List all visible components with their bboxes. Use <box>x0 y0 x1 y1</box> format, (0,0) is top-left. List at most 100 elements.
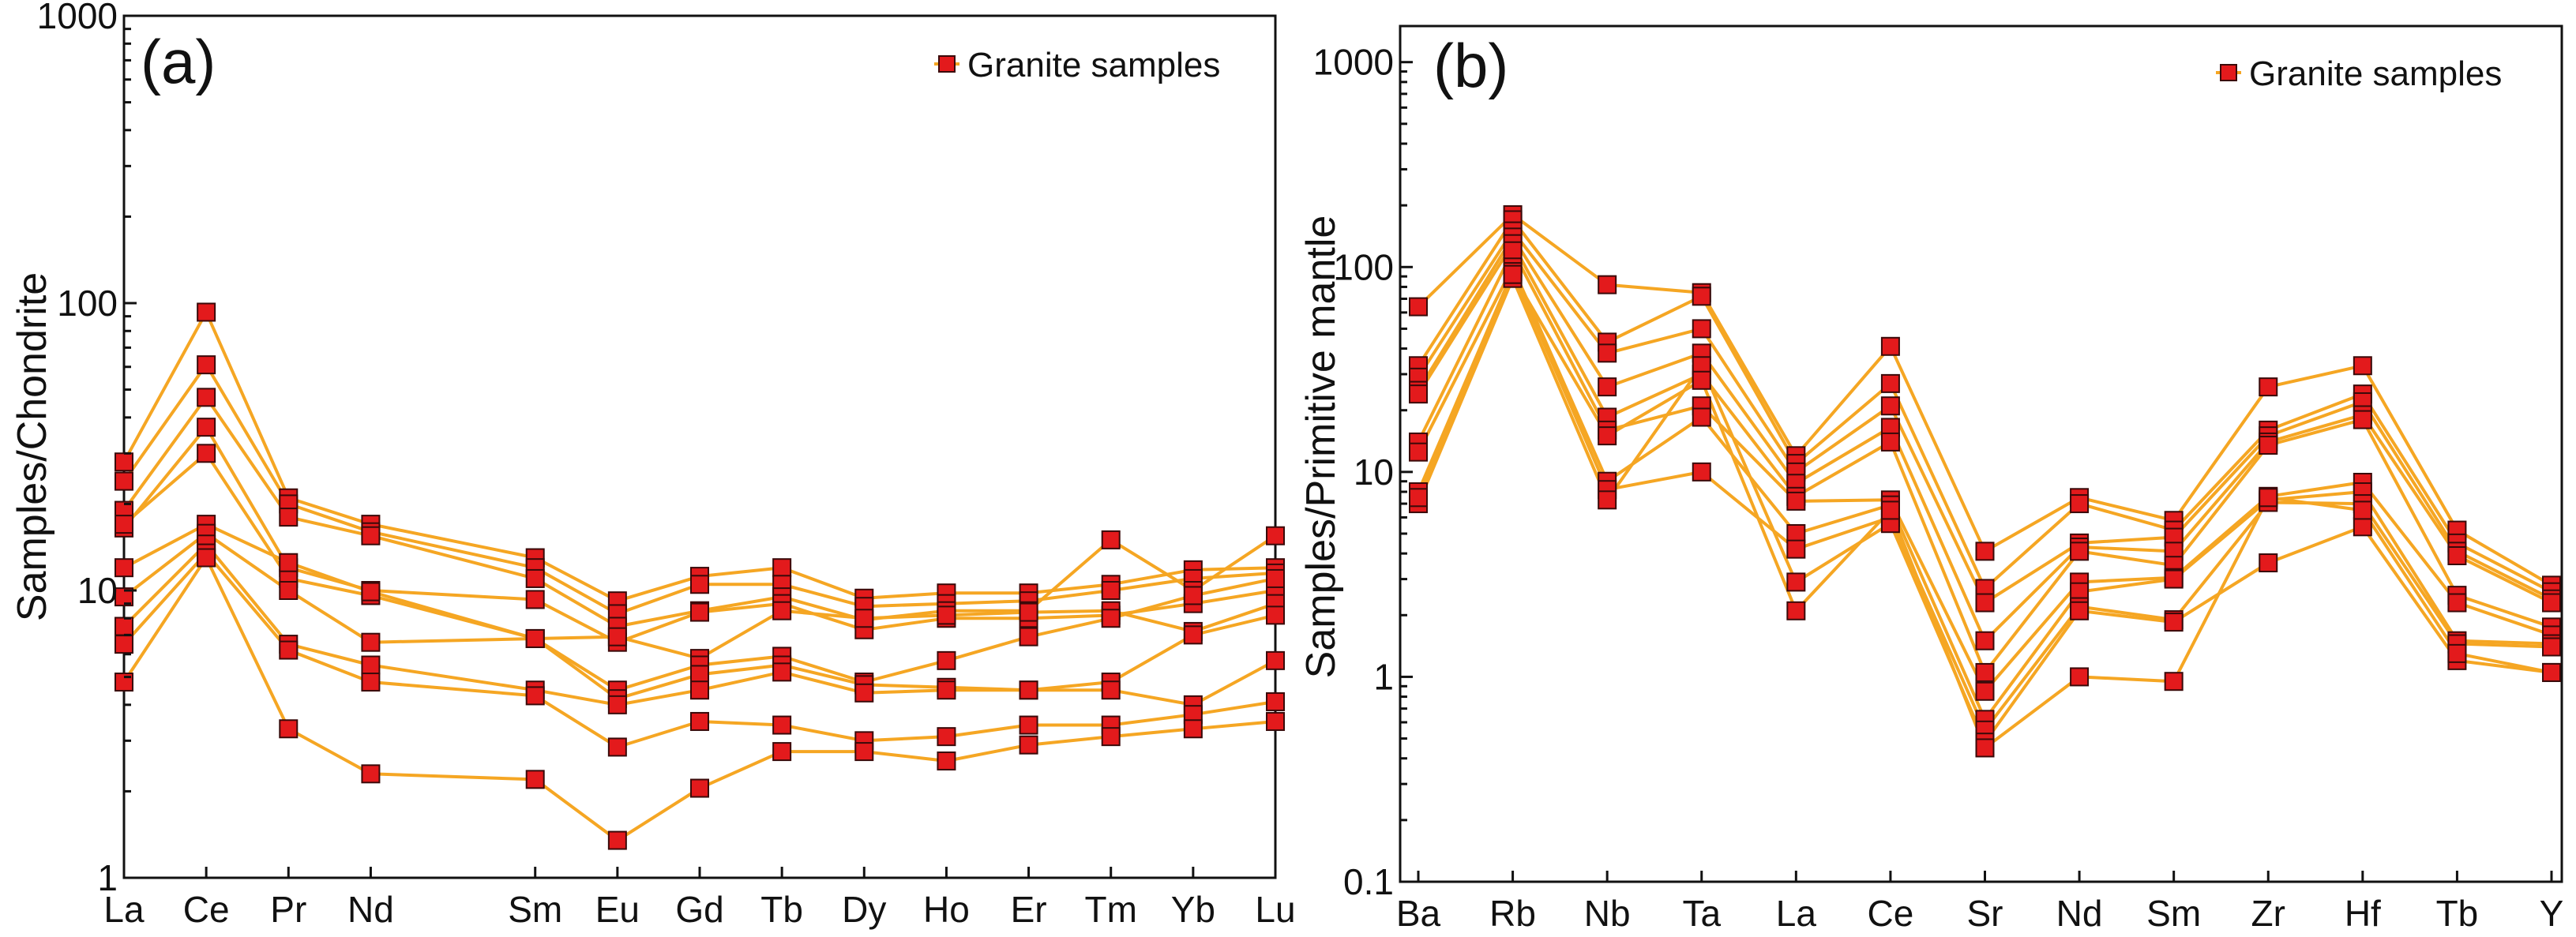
panel-a-series-line-1 <box>122 310 1276 603</box>
panel-a-data-point <box>1183 719 1203 739</box>
panel-a-series-line-4 <box>122 425 1276 644</box>
panel-b-data-point <box>1503 264 1523 284</box>
panel-b-data-point <box>1880 432 1900 452</box>
panel-b-data-point <box>1975 631 1995 650</box>
panel-a-x-tick-label-yb: Yb <box>1171 889 1215 930</box>
panel-b-series-line-8 <box>1417 270 2552 732</box>
panel-b-y-axis-label: Samples/Primitive mantle <box>1298 216 1344 679</box>
panel-b-series-line-7 <box>1417 265 2552 721</box>
panel-a-data-point <box>197 548 216 568</box>
panel-a-data-point <box>1019 735 1038 755</box>
panel-a-y-axis-label: Samples/Chondrite <box>9 272 55 621</box>
panel-a-data-point <box>690 602 709 622</box>
panel-a-data-point <box>197 355 216 375</box>
panel-a-data-point <box>279 719 299 739</box>
panel-a-data-point <box>772 601 792 620</box>
panel-b-x-tick-label-ce: Ce <box>1868 893 1914 934</box>
panel-a-data-point <box>279 640 299 660</box>
panel-a-x-tick-label-eu: Eu <box>595 889 640 930</box>
panel-a-x-tick-label-dy: Dy <box>842 889 886 930</box>
panel-a-x-tick-label-gd: Gd <box>675 889 723 930</box>
panel-b-data-point <box>2259 377 2278 397</box>
panel-b-data-point <box>2447 546 2467 566</box>
panel-b-data-point <box>2353 500 2372 520</box>
panel-a-legend-marker <box>938 55 956 73</box>
panel-b-data-point <box>2070 542 2090 561</box>
panel-b-data-point <box>1409 488 1428 508</box>
panel-a-data-point <box>361 673 381 692</box>
panel-a-data-point <box>690 680 709 700</box>
panel-a-data-point <box>854 609 874 628</box>
panel-a-data-point <box>279 508 299 527</box>
panel-a-data-point <box>1019 602 1038 622</box>
panel-a-data-point <box>197 444 216 463</box>
panel-b-y-tick-label: 1000 <box>1313 42 1394 83</box>
panel-a-y-tick-label: 10 <box>77 570 118 611</box>
panel-b-data-point <box>1598 490 1617 510</box>
panel-b-data-point <box>1786 491 1806 511</box>
panel-b-data-point <box>1975 738 1995 758</box>
panel-a-data-point <box>1101 680 1121 700</box>
panel-b-y-tick-label: 100 <box>1333 246 1394 287</box>
panel-a-x-tick-label-nd: Nd <box>347 889 394 930</box>
panel-a-data-point <box>1183 586 1203 605</box>
panel-a-data-point <box>525 568 545 588</box>
panel-a-x-tick-label-tb: Tb <box>760 889 803 930</box>
panel-a-data-point <box>1101 727 1121 747</box>
panel-b-data-point <box>1692 287 1711 306</box>
panel-a-y-tick-label: 100 <box>57 283 118 324</box>
panel-a-data-point <box>525 628 545 648</box>
panel-a-data-point <box>937 727 956 747</box>
panel-b-data-point <box>1880 500 1900 520</box>
panel-b-y-tick-label: 1 <box>1373 656 1394 697</box>
panel-b-data-point <box>1692 407 1711 427</box>
panel-a-data-point <box>1266 526 1285 545</box>
panel-b-data-point <box>1880 336 1900 356</box>
panel-b-legend: Granite samples <box>2216 54 2502 93</box>
panel-a-data-point <box>772 662 792 682</box>
panel-b-x-tick-label-rb: Rb <box>1489 893 1536 934</box>
panel-b-x-ticks: Ba Rb Nb Ta La Ce Sr Nd Sm Zr Hf Tb Y <box>1396 871 2563 934</box>
panel-a-data-point <box>1019 715 1038 735</box>
panel-b-y-ticks: 0.1 1 10 100 1000 <box>1313 42 1413 902</box>
panel-a-series-line-9 <box>122 551 1276 749</box>
panel-a-data-point <box>937 751 956 771</box>
panel-b-data-point <box>1692 462 1711 482</box>
panel-a-data-point <box>854 683 874 703</box>
panel-a-x-tick-label-pr: Pr <box>270 889 306 930</box>
panel-a-data-point <box>115 558 133 578</box>
panel-a-data-point <box>690 665 709 684</box>
panel-a-x-tick-label-tm: Tm <box>1085 889 1137 930</box>
panel-a-data-point <box>1019 680 1038 700</box>
panel-a-data-point <box>1019 627 1038 647</box>
panel-b-data-point <box>1975 681 1995 701</box>
panel-b-data-point <box>2259 553 2278 573</box>
panel-a-data-point <box>772 715 792 735</box>
panel-a-series-lines <box>122 310 1277 842</box>
panel-b-data-point <box>2353 517 2372 537</box>
panel-a-x-tick-label-lu: Lu <box>1255 889 1295 930</box>
panel-a-legend-label: Granite samples <box>967 46 1220 84</box>
panel-a-data-point <box>937 680 956 700</box>
panel-a-series-line-5 <box>122 452 1276 661</box>
panel-a-series-line-3 <box>122 395 1277 628</box>
panel-a-data-point <box>197 388 216 407</box>
panel-a-series-line-2 <box>122 363 1276 616</box>
panel-a-data-point <box>361 655 381 675</box>
panel-a-data-point <box>525 770 545 789</box>
panel-b-data-point <box>2070 494 2090 514</box>
panel-b-data-point <box>1975 662 1995 682</box>
panel-b-data-point <box>1503 241 1523 260</box>
panel-a-data-point <box>115 471 133 491</box>
panel-a-data-point <box>279 581 299 600</box>
panel-b-data-point <box>1598 426 1617 446</box>
panel-b-data-point <box>2259 488 2278 508</box>
panel-b-data-point <box>1598 343 1617 363</box>
panel-a-series-line-8 <box>122 542 1276 706</box>
panel-a-data-point <box>115 452 133 472</box>
panel-a-plot-frame <box>122 14 1277 879</box>
panel-b-data-point <box>2353 410 2372 429</box>
panel-b-x-tick-label-nb: Nb <box>1584 893 1631 934</box>
